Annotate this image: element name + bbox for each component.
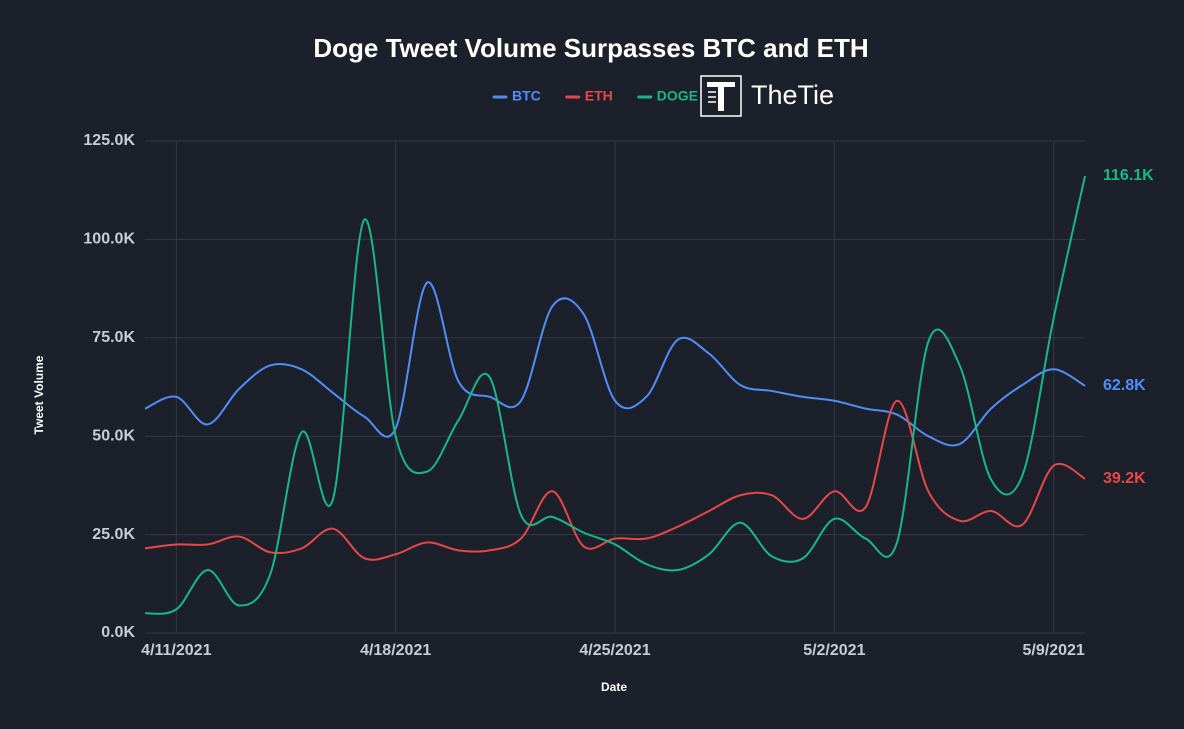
brand-logo bbox=[700, 75, 742, 117]
end-label: 39.2K bbox=[1103, 470, 1146, 487]
end-label: 116.1K bbox=[1103, 167, 1154, 184]
y-tick-label: 125.0K bbox=[83, 132, 135, 149]
x-axis-title: Date bbox=[601, 680, 627, 694]
chart-title: Doge Tweet Volume Surpasses BTC and ETH bbox=[313, 33, 868, 63]
y-tick-label: 50.0K bbox=[92, 427, 135, 444]
brand-name: TheTie bbox=[751, 80, 834, 110]
y-tick-label: 0.0K bbox=[101, 624, 135, 641]
x-tick-label: 4/25/2021 bbox=[579, 642, 650, 659]
legend-label: ETH bbox=[585, 88, 613, 104]
legend-label: BTC bbox=[512, 88, 541, 104]
x-tick-label: 4/18/2021 bbox=[360, 642, 431, 659]
y-axis-title: Tweet Volume bbox=[32, 355, 46, 434]
x-tick-label: 5/2/2021 bbox=[803, 642, 865, 659]
y-tick-label: 75.0K bbox=[92, 329, 135, 346]
legend-label: DOGE bbox=[657, 88, 698, 104]
legend: BTC ETH DOGE bbox=[492, 88, 698, 104]
logo-bar bbox=[707, 82, 735, 87]
end-label: 62.8K bbox=[1103, 377, 1146, 394]
y-tick-label: 25.0K bbox=[92, 526, 135, 543]
series-line bbox=[144, 175, 1086, 615]
x-tick-label: 5/9/2021 bbox=[1023, 642, 1085, 659]
series-line bbox=[144, 281, 1086, 447]
logo-stem bbox=[718, 87, 724, 111]
x-tick-label: 4/11/2021 bbox=[141, 642, 211, 659]
series-line bbox=[144, 399, 1086, 561]
y-tick-label: 100.0K bbox=[83, 231, 135, 248]
logo-box bbox=[700, 75, 742, 117]
